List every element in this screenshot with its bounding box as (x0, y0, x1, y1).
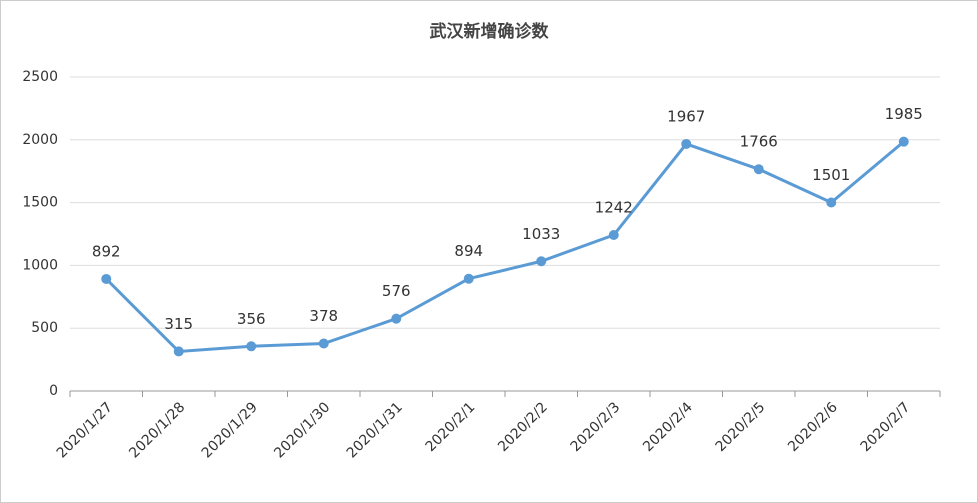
data-label: 892 (92, 242, 121, 260)
y-tick-label: 0 (49, 383, 58, 399)
data-label: 1033 (522, 225, 560, 243)
data-point (753, 164, 764, 175)
data-point (826, 197, 837, 208)
data-label: 894 (454, 242, 483, 260)
data-label: 576 (382, 282, 411, 300)
data-point (318, 338, 329, 349)
data-label: 378 (309, 307, 338, 325)
data-point (898, 136, 909, 147)
data-point (173, 346, 184, 357)
y-tick-label: 500 (31, 320, 58, 336)
chart-title: 武汉新增确诊数 (430, 21, 550, 42)
data-point (463, 273, 474, 284)
data-label: 1242 (595, 199, 633, 217)
data-label: 1766 (740, 133, 778, 151)
data-label: 1985 (885, 105, 923, 123)
data-point (246, 341, 257, 352)
data-point (608, 230, 619, 241)
data-point (101, 273, 112, 284)
data-line (105, 140, 905, 353)
data-label: 1967 (667, 107, 705, 125)
data-label: 315 (164, 315, 193, 333)
data-label: 356 (237, 310, 266, 328)
y-tick-label: 1500 (22, 195, 58, 211)
y-tick-label: 2500 (22, 69, 58, 85)
y-tick-label: 2000 (22, 132, 58, 148)
data-point (681, 138, 692, 149)
data-label: 1501 (812, 166, 850, 184)
data-point (391, 313, 402, 324)
y-tick-label: 1000 (22, 257, 58, 273)
data-point (536, 256, 547, 267)
